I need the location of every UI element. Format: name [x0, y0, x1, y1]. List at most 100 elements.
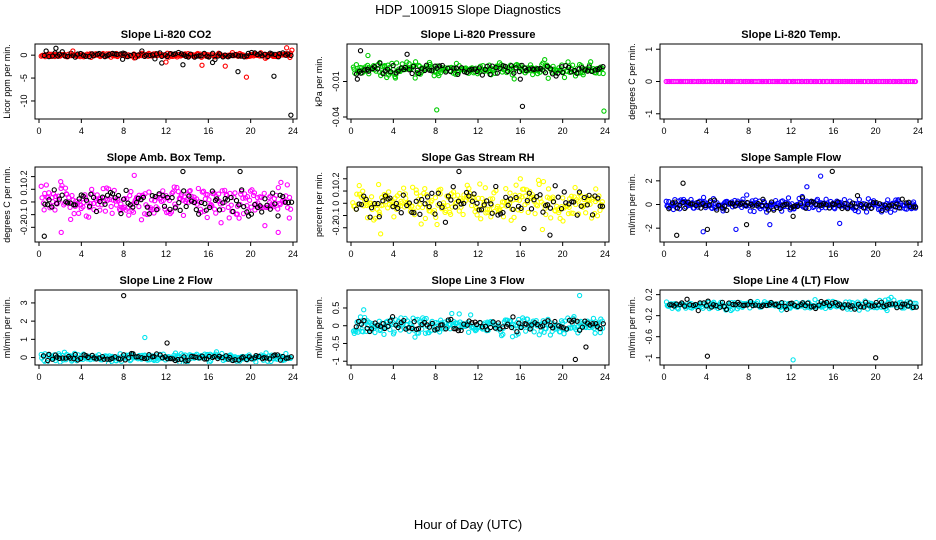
- black-series-point: [442, 219, 449, 225]
- black-series-point: [411, 210, 417, 216]
- black-series-point: [526, 190, 532, 196]
- black-series-point: [597, 203, 603, 209]
- y-tick-label: -0.2: [19, 220, 29, 236]
- black-series-point: [479, 324, 486, 330]
- series-point: [437, 69, 444, 76]
- black-series-point: [423, 62, 430, 68]
- black-series-point: [406, 325, 412, 331]
- series-point: [454, 320, 461, 326]
- series-point: [560, 195, 566, 201]
- y-axis-label: ml/min per min.: [314, 297, 324, 359]
- series-point: [729, 78, 735, 85]
- x-tick-label: 12: [473, 249, 483, 259]
- black-series-point: [682, 303, 688, 309]
- black-series-point: [547, 205, 554, 211]
- series-point: [828, 78, 835, 85]
- outlier-point: [209, 59, 216, 66]
- y-tick-label: -1: [644, 110, 654, 118]
- series-point: [587, 201, 593, 207]
- black-series-point: [432, 211, 438, 217]
- black-series-point: [463, 189, 470, 196]
- series-point: [377, 211, 383, 218]
- chart-panel-3: Slope Li-820 Temp. degrees C per min. 0 4 8 1…: [627, 29, 923, 136]
- black-series-point: [169, 194, 175, 201]
- black-series-point: [698, 205, 704, 211]
- y-tick-label: 0: [19, 355, 29, 360]
- black-series-point: [894, 201, 900, 207]
- series-point: [600, 70, 606, 77]
- black-series-point: [235, 53, 242, 59]
- series-point: [566, 204, 572, 210]
- series-point: [912, 78, 919, 85]
- series-point: [694, 78, 700, 85]
- outlier-point: [357, 48, 364, 54]
- black-series-point: [805, 201, 811, 207]
- black-series-point: [280, 193, 286, 200]
- black-series-point: [550, 199, 557, 205]
- black-series-point: [368, 205, 375, 211]
- black-series-point: [805, 300, 811, 306]
- black-series-point: [452, 204, 459, 210]
- x-tick-label: 20: [558, 126, 568, 136]
- series-point: [568, 193, 575, 199]
- black-series-point: [172, 357, 178, 364]
- black-series-point: [584, 202, 590, 208]
- x-tick-label: 12: [473, 372, 483, 382]
- series-point: [356, 182, 362, 189]
- y-axis-label: ml/min per min.: [627, 297, 637, 359]
- x-tick-label: 12: [473, 126, 483, 136]
- black-series-point: [469, 198, 476, 204]
- outlier-point: [41, 233, 47, 239]
- y-tick-label: 1: [19, 337, 29, 342]
- x-tick-label: 8: [433, 249, 438, 259]
- black-series-point: [439, 204, 445, 210]
- y-tick-label: 2: [644, 178, 654, 183]
- outlier-point: [289, 47, 295, 53]
- panel-title: Slope Li-820 CO2: [121, 29, 211, 41]
- black-series-point: [913, 304, 919, 310]
- series-point: [796, 78, 802, 85]
- series-point: [52, 193, 59, 199]
- panel-title: Slope Line 3 Flow: [432, 275, 525, 287]
- outlier-point: [704, 353, 711, 359]
- series-point: [771, 78, 777, 85]
- black-series-point: [191, 199, 198, 206]
- outlier-point: [680, 180, 686, 186]
- black-series-point: [544, 202, 551, 208]
- x-tick-label: 24: [913, 126, 923, 136]
- series-point: [263, 350, 269, 356]
- black-series-point: [262, 196, 268, 202]
- black-series-point: [97, 198, 103, 205]
- series-point: [881, 78, 887, 85]
- series-point: [863, 209, 870, 215]
- x-tick-label: 4: [391, 372, 396, 382]
- black-series-point: [232, 52, 238, 58]
- series-point: [432, 195, 439, 201]
- series-point: [422, 215, 429, 222]
- black-series-point: [513, 65, 519, 71]
- series-point: [206, 197, 212, 203]
- series-point: [353, 61, 360, 68]
- series-point: [39, 195, 45, 201]
- series-point: [366, 71, 372, 77]
- series-point: [746, 78, 752, 85]
- x-tick-label: 20: [246, 249, 256, 259]
- black-series-point: [812, 305, 819, 312]
- black-series-point: [167, 355, 174, 362]
- black-series-point: [270, 190, 276, 196]
- black-series-point: [531, 197, 537, 203]
- series-point: [356, 324, 362, 330]
- series-point: [712, 78, 718, 85]
- series-point: [449, 204, 455, 210]
- black-series-point: [104, 192, 111, 198]
- page-title: HDP_100915 Slope Diagnostics: [375, 2, 561, 17]
- black-series-point: [508, 324, 515, 331]
- black-series-point: [719, 299, 726, 306]
- x-tick-label: 24: [600, 249, 610, 259]
- black-series-point: [436, 201, 443, 207]
- series-point: [417, 201, 423, 208]
- black-series-point: [910, 204, 917, 210]
- series-point: [787, 78, 793, 85]
- series-point: [109, 210, 115, 216]
